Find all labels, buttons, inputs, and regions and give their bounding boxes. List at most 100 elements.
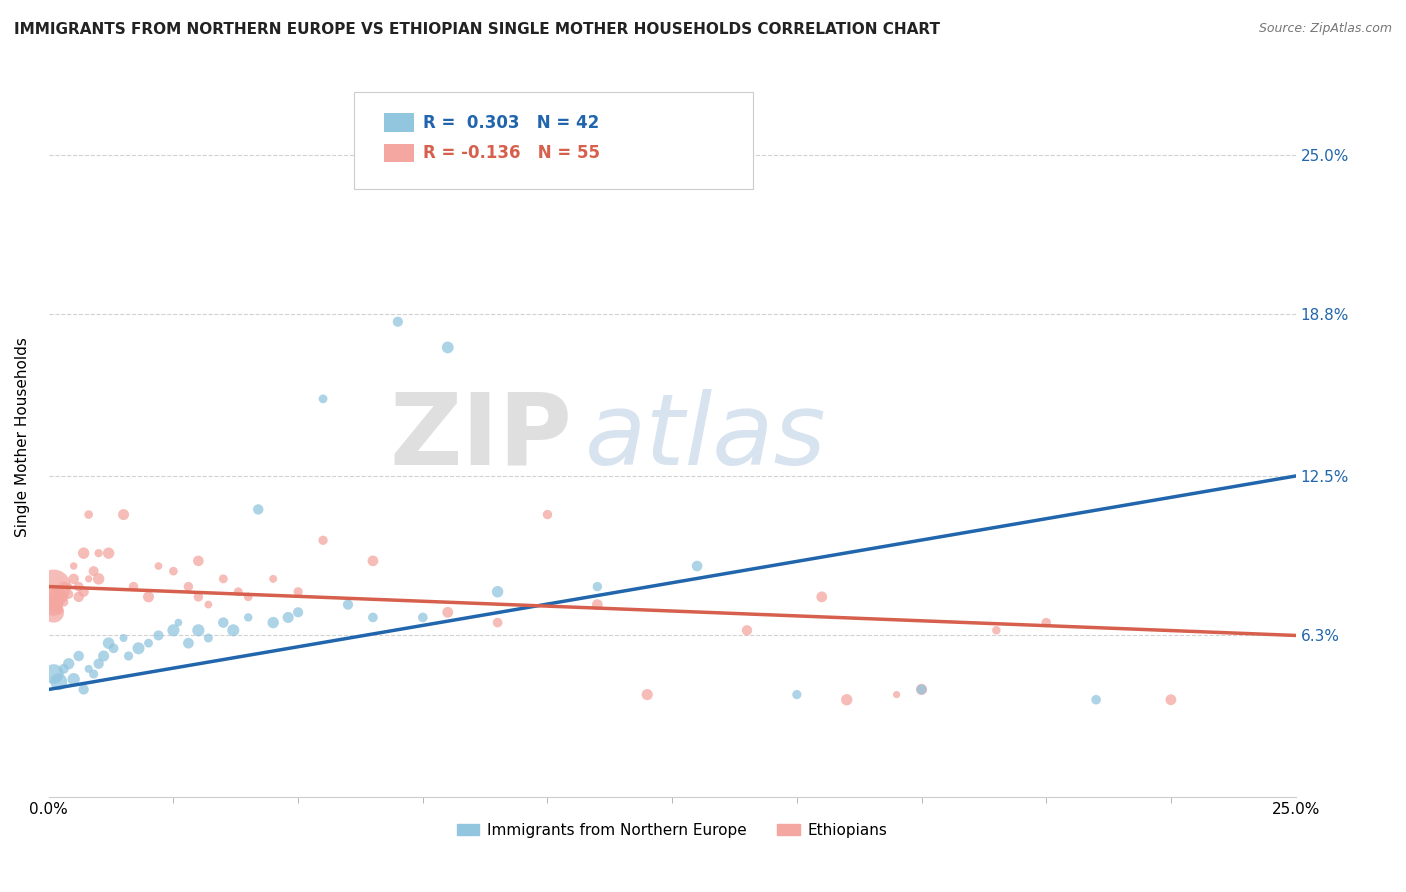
Point xyxy=(48,674,70,689)
Point xyxy=(262,572,284,586)
Point xyxy=(986,624,1008,638)
Point xyxy=(247,502,270,516)
Point xyxy=(62,572,84,586)
Point xyxy=(197,631,219,645)
Point xyxy=(586,580,609,594)
Point xyxy=(62,559,84,574)
Point xyxy=(138,636,160,650)
Point xyxy=(122,580,145,594)
Point xyxy=(910,682,932,697)
Point xyxy=(187,624,209,638)
Text: atlas: atlas xyxy=(585,389,827,486)
Point xyxy=(1160,692,1182,706)
FancyBboxPatch shape xyxy=(384,144,415,162)
Point xyxy=(886,688,908,702)
Point xyxy=(52,595,75,609)
Point xyxy=(262,615,284,630)
Point xyxy=(1035,615,1057,630)
Point xyxy=(58,580,80,594)
Point xyxy=(93,648,115,663)
Point xyxy=(77,508,100,522)
Point xyxy=(910,682,932,697)
Point xyxy=(187,554,209,568)
Point xyxy=(128,641,150,656)
Point xyxy=(112,508,135,522)
Point xyxy=(835,692,858,706)
Point xyxy=(97,546,120,560)
Point xyxy=(486,615,509,630)
Point xyxy=(58,587,80,601)
Text: Source: ZipAtlas.com: Source: ZipAtlas.com xyxy=(1258,22,1392,36)
Point xyxy=(226,584,249,599)
Point xyxy=(337,598,360,612)
Point xyxy=(58,657,80,671)
Point xyxy=(238,610,260,624)
Point xyxy=(387,315,409,329)
Point xyxy=(361,554,384,568)
Point xyxy=(810,590,832,604)
Point xyxy=(287,584,309,599)
Point xyxy=(138,590,160,604)
Point xyxy=(361,610,384,624)
Y-axis label: Single Mother Households: Single Mother Households xyxy=(15,337,30,537)
Text: ZIP: ZIP xyxy=(389,389,572,486)
Point xyxy=(636,688,658,702)
Point xyxy=(73,546,96,560)
Point xyxy=(287,605,309,619)
Text: R =  0.303   N = 42: R = 0.303 N = 42 xyxy=(423,114,599,132)
Point xyxy=(42,605,65,619)
Point xyxy=(112,631,135,645)
Point xyxy=(162,624,184,638)
Point xyxy=(97,636,120,650)
Point xyxy=(67,580,90,594)
Point xyxy=(436,605,458,619)
Point xyxy=(48,584,70,599)
Point xyxy=(177,636,200,650)
Point xyxy=(786,688,808,702)
Point xyxy=(486,584,509,599)
Point xyxy=(52,662,75,676)
Point xyxy=(87,572,110,586)
Point xyxy=(148,559,170,574)
Point xyxy=(42,595,65,609)
Point xyxy=(103,641,125,656)
Point xyxy=(412,610,434,624)
FancyBboxPatch shape xyxy=(354,92,754,189)
Point xyxy=(212,572,235,586)
Point xyxy=(83,564,105,578)
Point xyxy=(162,564,184,578)
Point xyxy=(277,610,299,624)
Legend: Immigrants from Northern Europe, Ethiopians: Immigrants from Northern Europe, Ethiopi… xyxy=(450,816,894,844)
Point xyxy=(197,598,219,612)
Text: IMMIGRANTS FROM NORTHERN EUROPE VS ETHIOPIAN SINGLE MOTHER HOUSEHOLDS CORRELATIO: IMMIGRANTS FROM NORTHERN EUROPE VS ETHIO… xyxy=(14,22,941,37)
Point xyxy=(1085,692,1108,706)
Point xyxy=(148,628,170,642)
Point xyxy=(686,559,709,574)
Text: R = -0.136   N = 55: R = -0.136 N = 55 xyxy=(423,144,600,162)
Point xyxy=(222,624,245,638)
Point xyxy=(436,341,458,355)
Point xyxy=(48,603,70,617)
Point xyxy=(52,580,75,594)
Point xyxy=(52,590,75,604)
Point xyxy=(586,598,609,612)
Point xyxy=(312,533,335,548)
Point xyxy=(87,546,110,560)
Point xyxy=(117,648,139,663)
Point xyxy=(77,662,100,676)
Point xyxy=(536,508,558,522)
Point xyxy=(735,624,758,638)
Point xyxy=(42,590,65,604)
Point xyxy=(62,672,84,686)
Point xyxy=(42,667,65,681)
Point xyxy=(83,667,105,681)
Point xyxy=(73,682,96,697)
Point xyxy=(48,590,70,604)
Point xyxy=(73,584,96,599)
Point xyxy=(67,648,90,663)
Point xyxy=(177,580,200,594)
Point xyxy=(42,600,65,615)
Point xyxy=(87,657,110,671)
Point xyxy=(167,615,190,630)
FancyBboxPatch shape xyxy=(384,113,415,132)
